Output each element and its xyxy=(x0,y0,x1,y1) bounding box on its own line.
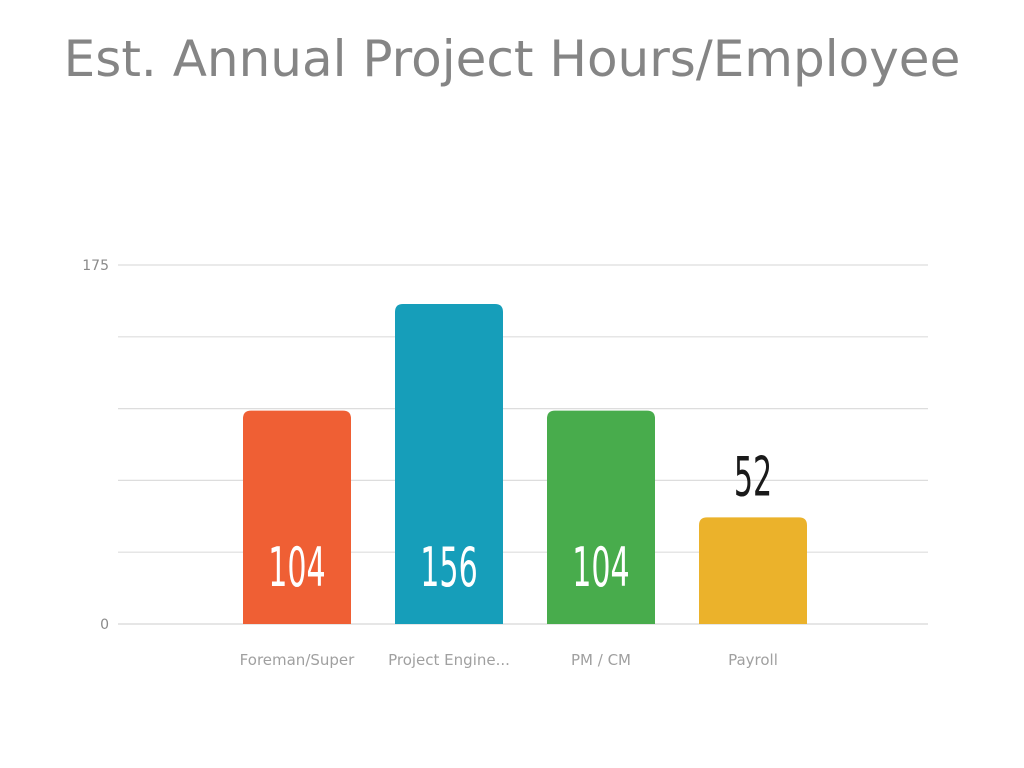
bar-value-label: 104 xyxy=(572,536,629,600)
bar-value-label: 104 xyxy=(268,536,325,600)
category-label: Payroll xyxy=(728,651,778,669)
y-tick-label: 175 xyxy=(82,258,109,274)
y-tick-label: 0 xyxy=(100,617,109,633)
chart-title: Est. Annual Project Hours/Employee xyxy=(63,30,961,88)
bar xyxy=(699,517,807,624)
bar xyxy=(243,410,351,624)
category-label: PM / CM xyxy=(571,651,631,669)
bar-value-label: 52 xyxy=(734,445,772,509)
category-label: Project Engine... xyxy=(388,651,510,669)
bar xyxy=(547,410,655,624)
bar-value-label: 156 xyxy=(420,536,477,600)
category-label: Foreman/Super xyxy=(240,651,355,669)
bar xyxy=(395,303,503,624)
